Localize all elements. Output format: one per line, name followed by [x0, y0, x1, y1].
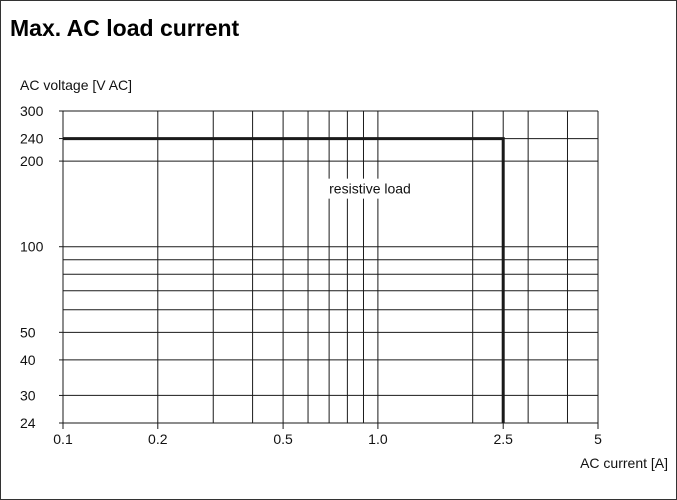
y-tick-label: 200 [20, 153, 44, 169]
chart-title: Max. AC load current [10, 15, 240, 41]
label-layer: AC voltage [V AC] AC current [A] 0.1 0.2 0… [20, 77, 668, 471]
y-tick-label: 240 [20, 131, 44, 147]
x-tick-label: 0.1 [53, 431, 73, 447]
x-tick-label: 0.2 [148, 431, 168, 447]
grid-layer [62, 110, 599, 424]
y-tick-label: 300 [20, 103, 44, 119]
y-tick-label: 24 [20, 415, 36, 431]
y-axis-label: AC voltage [V AC] [20, 77, 132, 93]
x-tick-label: 2.5 [493, 431, 513, 447]
y-tick-label: 100 [20, 239, 44, 255]
x-tick-label: 0.5 [273, 431, 293, 447]
y-tick-label: 50 [20, 324, 36, 340]
series-line [63, 137, 505, 423]
series-layer [63, 137, 505, 423]
y-tick-label: 30 [20, 387, 36, 403]
x-tick-label: 5 [594, 431, 602, 447]
x-tick-label: 1.0 [368, 431, 388, 447]
y-tick-label: 40 [20, 352, 36, 368]
annotation-label: resistive load [329, 181, 411, 197]
axis-layer [59, 110, 599, 429]
x-axis-label: AC current [A] [580, 455, 668, 471]
annotation-background [326, 178, 414, 199]
